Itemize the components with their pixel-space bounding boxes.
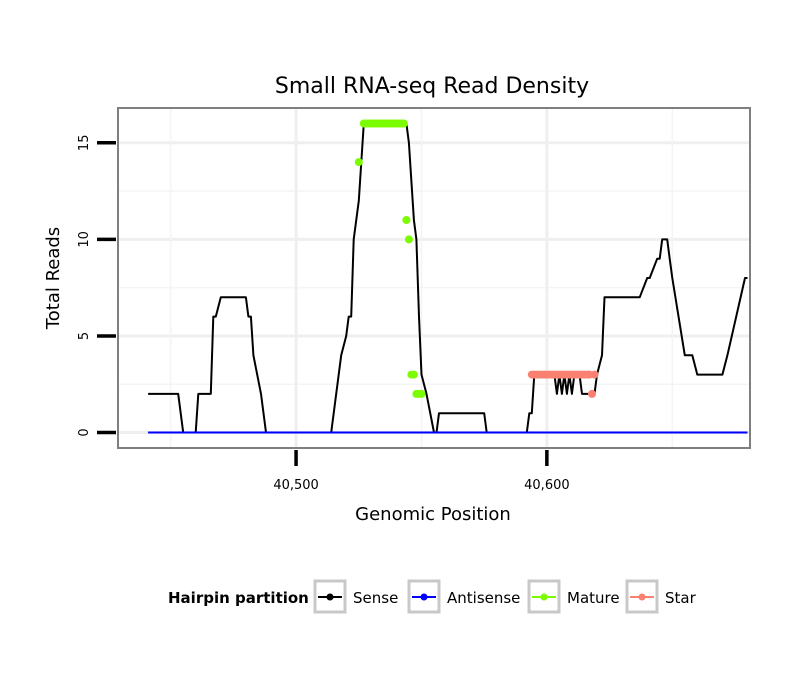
legend: Hairpin partition Sense Antisense Mature St… — [168, 579, 697, 614]
data-point-mature — [402, 216, 411, 224]
y-axis: 0 5 10 15 — [77, 135, 116, 437]
legend-label-sense: Sense — [353, 589, 398, 607]
x-tick-label: 40,600 — [524, 478, 570, 493]
y-tick-label: 5 — [77, 332, 92, 340]
legend-label-mature: Mature — [567, 589, 620, 607]
data-point-mature — [409, 370, 418, 379]
x-axis: 40,500 40,600 — [273, 450, 570, 493]
legend-key-point — [638, 593, 646, 601]
data-point-mature — [399, 119, 408, 128]
plot-background — [118, 108, 750, 448]
series-layer — [148, 119, 748, 434]
data-point-star — [588, 389, 596, 398]
data-point-mature — [417, 389, 426, 398]
legend-item-antisense: Antisense — [407, 579, 520, 614]
plot-border — [117, 107, 751, 449]
y-tick-label: 0 — [77, 428, 92, 436]
legend-key-point — [326, 593, 334, 601]
legend-label-antisense: Antisense — [447, 589, 520, 607]
plot-panel — [117, 107, 751, 449]
y-tick-label: 15 — [77, 135, 92, 152]
x-tick-label: 40,500 — [273, 478, 319, 493]
data-point-mature — [354, 158, 363, 167]
chart-title: Small RNA-seq Read Density — [275, 74, 589, 99]
y-tick-label: 10 — [77, 231, 92, 248]
legend-item-mature: Mature — [527, 579, 620, 614]
y-axis-title: Total Reads — [43, 227, 64, 330]
x-axis-title: Genomic Position — [355, 504, 511, 525]
legend-label-star: Star — [665, 589, 697, 607]
legend-item-sense: Sense — [313, 579, 398, 614]
legend-key-point — [540, 593, 548, 601]
legend-title: Hairpin partition — [168, 589, 309, 607]
legend-entries: Sense Antisense Mature Star — [313, 579, 697, 614]
legend-item-star: Star — [625, 579, 697, 614]
data-point-mature — [404, 235, 413, 244]
data-point-star — [590, 370, 599, 379]
legend-key-point — [420, 593, 428, 601]
